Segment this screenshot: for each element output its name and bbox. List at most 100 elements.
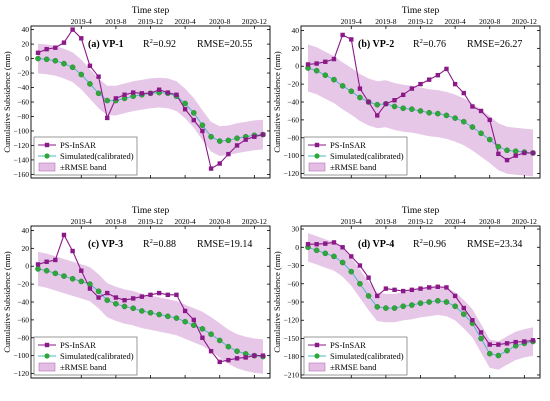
x-axis-title: Time step <box>402 6 440 16</box>
point-psinsar <box>113 295 119 300</box>
point-simulated <box>469 124 476 130</box>
point-simulated <box>460 118 467 125</box>
point-psinsar <box>392 287 397 293</box>
point-simulated <box>313 67 320 74</box>
y-tick-label: −80 <box>287 133 299 142</box>
legend-label-psinsar: PS-InSAR <box>60 140 96 150</box>
point-psinsar <box>323 59 328 64</box>
x-tick-label: 2019-8 <box>105 17 126 26</box>
point-simulated <box>383 305 389 311</box>
point-psinsar <box>513 153 518 158</box>
point-psinsar <box>478 330 484 335</box>
chart-panel-4: 30 0 −30 −60 −90 −120 −150 −180 −210 2019-4 2019-8… <box>272 206 541 379</box>
x-tick-label: 2020-8 <box>479 17 500 26</box>
point-simulated <box>339 259 346 266</box>
point-psinsar <box>435 72 441 78</box>
point-psinsar <box>234 143 240 148</box>
y-tick-label: −120 <box>284 169 300 178</box>
point-simulated <box>435 110 441 117</box>
y-tick-label: −40 <box>17 83 29 92</box>
point-psinsar <box>226 151 231 157</box>
point-simulated <box>208 133 214 140</box>
y-tick-label: −80 <box>17 333 29 342</box>
x-tick-label: 2020-4 <box>174 17 195 26</box>
legend-label-psinsar: PS-InSAR <box>330 140 366 150</box>
point-psinsar <box>44 46 49 52</box>
point-simulated <box>348 268 355 275</box>
x-axis-title: Time step <box>402 206 440 216</box>
point-psinsar <box>522 150 527 156</box>
point-simulated <box>35 266 41 272</box>
point-simulated <box>78 278 85 285</box>
point-psinsar <box>426 285 432 290</box>
legend-swatch-band <box>308 162 326 172</box>
point-psinsar <box>87 286 93 291</box>
point-simulated <box>216 138 223 144</box>
point-psinsar <box>53 257 58 263</box>
legend-marker-simulated <box>314 353 320 359</box>
chart-panel-3: 40 20 0 −20 −40 −60 −80 −100 −120 2019-4 2019-8 201… <box>2 206 271 379</box>
point-psinsar <box>252 353 257 358</box>
y-tick-label: −20 <box>287 80 299 89</box>
point-psinsar <box>208 166 214 171</box>
x-axis-title: Time step <box>132 6 170 16</box>
panel-label: (a) VP-1 <box>88 39 124 50</box>
point-simulated <box>199 326 206 332</box>
point-psinsar <box>444 285 449 290</box>
point-simulated <box>400 303 406 310</box>
point-psinsar <box>252 134 257 139</box>
point-psinsar <box>200 335 205 340</box>
point-psinsar <box>87 63 93 69</box>
point-simulated <box>95 90 102 97</box>
point-simulated <box>87 281 93 287</box>
point-simulated <box>331 76 337 83</box>
point-psinsar <box>96 295 101 300</box>
y-tick-label: −120 <box>14 141 30 150</box>
point-psinsar <box>96 74 101 79</box>
legend-label-band: ±RMSE band <box>60 362 107 372</box>
point-psinsar <box>530 150 536 156</box>
point-psinsar <box>61 232 67 238</box>
y-tick-label: 0 <box>25 54 29 63</box>
y-tick-label: 40 <box>22 25 30 34</box>
panel-label: (b) VP-2 <box>358 39 394 50</box>
r2-annotation: R2=0.92 <box>143 38 176 50</box>
point-psinsar <box>383 286 389 291</box>
r2-value: =0.88 <box>153 239 176 250</box>
point-simulated <box>173 315 180 321</box>
point-simulated <box>365 293 372 299</box>
point-psinsar <box>366 275 371 280</box>
point-psinsar <box>349 254 354 259</box>
point-psinsar <box>383 101 389 106</box>
point-simulated <box>322 250 329 257</box>
x-tick-label: 2020-12 <box>242 217 267 226</box>
point-psinsar <box>182 107 188 112</box>
point-simulated <box>426 299 432 305</box>
point-psinsar <box>53 45 58 50</box>
y-tick-label: 20 <box>22 40 30 49</box>
point-psinsar <box>70 248 75 254</box>
legend-label-simulated: Simulated(calibrated) <box>60 151 134 161</box>
point-psinsar <box>452 293 458 299</box>
point-psinsar <box>70 27 75 32</box>
point-psinsar <box>504 157 510 163</box>
point-simulated <box>190 322 197 329</box>
point-psinsar <box>139 91 145 96</box>
r2-value: =0.76 <box>423 39 446 50</box>
r2-label: R <box>413 39 420 50</box>
y-tick-label: 0 <box>295 243 299 252</box>
point-psinsar <box>148 292 153 298</box>
point-psinsar <box>113 96 119 101</box>
r2-value: =0.96 <box>423 239 446 250</box>
point-psinsar <box>530 338 536 343</box>
rmse-annotation: RMSE=23.34 <box>467 239 522 250</box>
point-simulated <box>504 347 510 354</box>
point-psinsar <box>260 132 266 137</box>
point-simulated <box>478 130 484 137</box>
x-tick-label: 2019-12 <box>138 17 163 26</box>
y-tick-label: −100 <box>14 351 30 360</box>
y-tick-label: −120 <box>284 316 300 325</box>
rmse-annotation: RMSE=19.14 <box>197 239 252 250</box>
point-simulated <box>78 71 85 78</box>
